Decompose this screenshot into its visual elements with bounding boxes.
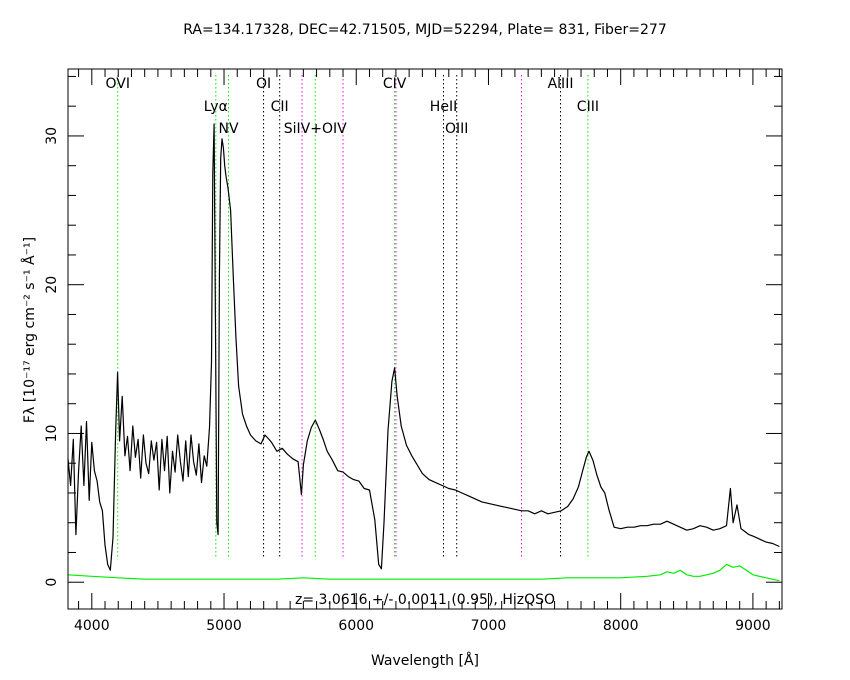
plot-frame — [67, 68, 783, 610]
emission-line-label: CIV — [383, 76, 407, 92]
flux-series-line — [67, 123, 780, 571]
emission-line-label: Lyα — [204, 99, 228, 115]
y-tick-label: 0 — [44, 578, 60, 587]
axis-ticks: 4000 5000 6000 7000 8000 9000 0 10 20 30 — [44, 69, 782, 634]
emission-line-label: HeII — [430, 99, 457, 115]
x-tick-label: 4000 — [74, 618, 110, 634]
x-tick-label: 5000 — [206, 618, 242, 634]
x-tick-label: 8000 — [603, 618, 639, 634]
x-tick-label: 6000 — [338, 618, 374, 634]
x-axis-label: Wavelength [Å] — [371, 652, 479, 669]
y-tick-label: 30 — [44, 127, 60, 145]
x-tick-label: 7000 — [471, 618, 507, 634]
spectrum-series — [67, 123, 780, 582]
emission-line-label: NV — [218, 121, 238, 137]
y-tick-label: 10 — [44, 425, 60, 443]
x-tick-label: 9000 — [735, 618, 771, 634]
emission-line-label: OVI — [105, 76, 129, 92]
y-axis-label: Fλ [10⁻¹⁷ erg cm⁻² s⁻¹ Å⁻¹] — [21, 237, 38, 423]
emission-line-label: AlIII — [548, 76, 574, 92]
chart-title: RA=134.17328, DEC=42.71505, MJD=52294, P… — [183, 22, 667, 38]
emission-line-markers — [117, 75, 589, 558]
emission-line-label: OI — [256, 76, 271, 92]
emission-line-label: SiIV+OIV — [284, 121, 347, 137]
emission-line-label: CII — [271, 99, 289, 115]
emission-line-label: CIII — [577, 99, 599, 115]
redshift-annotation: z= 3.0616 +/- 0.0011 (0.95), HizQSO — [295, 592, 555, 608]
error-series-line — [67, 563, 780, 582]
y-tick-label: 20 — [44, 276, 60, 294]
emission-line-label: OIII — [445, 121, 468, 137]
